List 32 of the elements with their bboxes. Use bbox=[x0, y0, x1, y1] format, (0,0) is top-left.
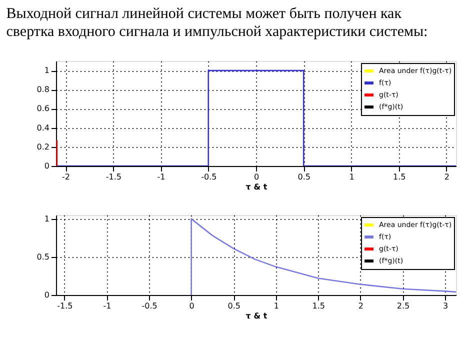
x-tick-label: 1 bbox=[349, 172, 354, 182]
x-tick-label: 0.5 bbox=[228, 302, 240, 310]
y-tick-label: 0 bbox=[44, 290, 50, 300]
x-tick-label: 0 bbox=[254, 172, 260, 182]
x-tick-label: 2 bbox=[444, 172, 450, 182]
y-tick-label: 0 bbox=[44, 162, 50, 170]
x-tick-label: -1 bbox=[157, 172, 166, 182]
x-axis-title: τ & t bbox=[246, 182, 268, 192]
x-tick-label: -1.5 bbox=[57, 302, 73, 310]
x-tick-label: 0.5 bbox=[298, 172, 310, 182]
x-tick-label: -1 bbox=[103, 302, 112, 310]
x-tick-label: -1.5 bbox=[106, 172, 122, 182]
x-tick-label: 3 bbox=[442, 302, 448, 310]
line-series bbox=[190, 218, 456, 295]
x-tick-label: 1 bbox=[274, 302, 279, 310]
x-tick-label: -0.5 bbox=[142, 302, 158, 310]
x-tick-label: -2 bbox=[62, 172, 70, 182]
x-axis-title: τ & t bbox=[246, 312, 268, 320]
x-tick-label: 2 bbox=[358, 302, 364, 310]
y-tick-label: 0.4 bbox=[36, 123, 50, 132]
y-tick-label: 0.2 bbox=[36, 142, 50, 152]
x-tick-label: 2.5 bbox=[396, 302, 410, 310]
x-tick-label: 1.5 bbox=[392, 172, 406, 182]
y-tick-label: 1 bbox=[44, 66, 50, 76]
x-tick-label: 1.5 bbox=[312, 302, 326, 310]
x-tick-label: 0 bbox=[189, 302, 194, 310]
y-tick-label: 0.8 bbox=[36, 85, 50, 94]
y-tick-label: 0.5 bbox=[36, 252, 50, 262]
x-tick-label: -0.5 bbox=[201, 172, 217, 182]
y-tick-label: 1 bbox=[44, 214, 50, 224]
chart-title: Выходной сигнал линейной системы может быть получен как свертка входного сигнала и импульсной характеристики системы: bbox=[6, 6, 428, 40]
y-tick-label: 0.6 bbox=[36, 104, 50, 114]
